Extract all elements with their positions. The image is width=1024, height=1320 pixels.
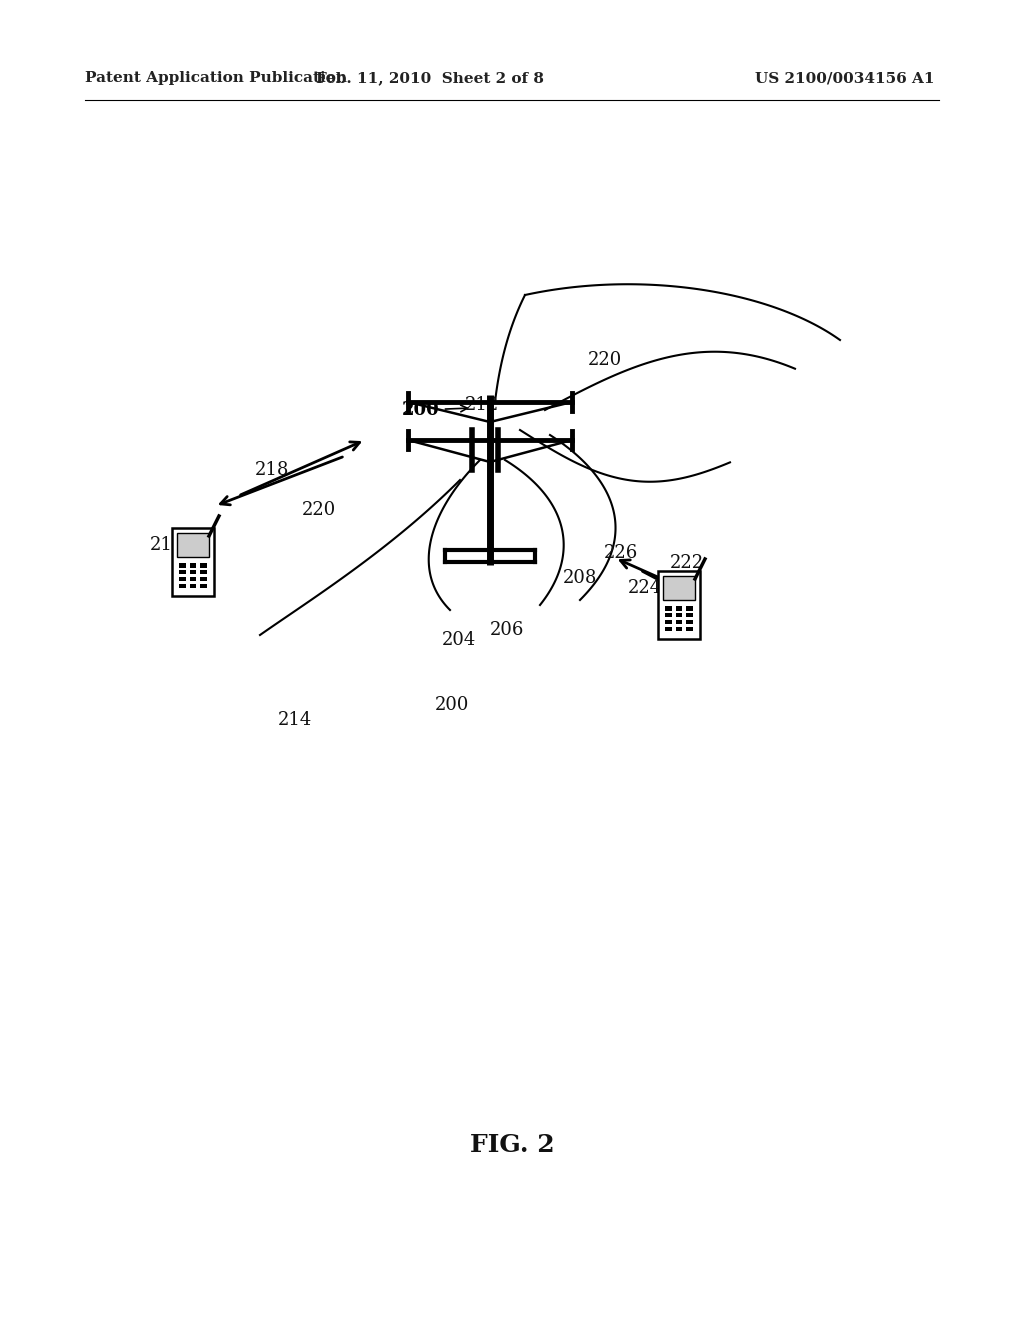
Bar xyxy=(666,614,672,618)
Bar xyxy=(686,606,693,611)
Text: 208: 208 xyxy=(563,569,597,587)
Bar xyxy=(189,570,197,574)
Text: 216: 216 xyxy=(150,536,184,554)
Bar xyxy=(201,583,207,587)
Bar xyxy=(676,620,682,624)
Text: 200: 200 xyxy=(402,401,467,418)
Text: 212: 212 xyxy=(465,396,500,414)
Bar xyxy=(658,572,700,639)
Bar xyxy=(179,570,185,574)
Bar xyxy=(179,564,185,568)
Bar xyxy=(666,606,672,611)
Bar xyxy=(189,583,197,587)
Bar xyxy=(676,606,682,611)
Bar xyxy=(201,577,207,581)
Bar xyxy=(201,570,207,574)
Text: FIG. 2: FIG. 2 xyxy=(470,1133,554,1158)
Text: Patent Application Publication: Patent Application Publication xyxy=(85,71,347,84)
Bar xyxy=(189,577,197,581)
Bar xyxy=(179,577,185,581)
Bar xyxy=(676,627,682,631)
Bar xyxy=(686,614,693,618)
Bar xyxy=(177,533,209,557)
Text: 200: 200 xyxy=(435,696,469,714)
Text: Feb. 11, 2010  Sheet 2 of 8: Feb. 11, 2010 Sheet 2 of 8 xyxy=(316,71,544,84)
Text: 214: 214 xyxy=(278,711,312,729)
Text: 206: 206 xyxy=(490,620,524,639)
Bar xyxy=(676,614,682,618)
Bar xyxy=(172,528,214,597)
Text: 204: 204 xyxy=(442,631,476,649)
Bar xyxy=(686,620,693,624)
Text: 220: 220 xyxy=(588,351,623,370)
Bar xyxy=(179,583,185,587)
Bar xyxy=(201,564,207,568)
Text: 220: 220 xyxy=(302,502,336,519)
Text: 224: 224 xyxy=(628,579,663,597)
Text: 218: 218 xyxy=(255,461,290,479)
Bar xyxy=(666,627,672,631)
Bar xyxy=(663,576,695,599)
Text: US 2100/0034156 A1: US 2100/0034156 A1 xyxy=(755,71,935,84)
Bar xyxy=(189,564,197,568)
Text: 222: 222 xyxy=(670,554,705,572)
Bar xyxy=(686,627,693,631)
Text: 226: 226 xyxy=(604,544,638,562)
Bar xyxy=(666,620,672,624)
